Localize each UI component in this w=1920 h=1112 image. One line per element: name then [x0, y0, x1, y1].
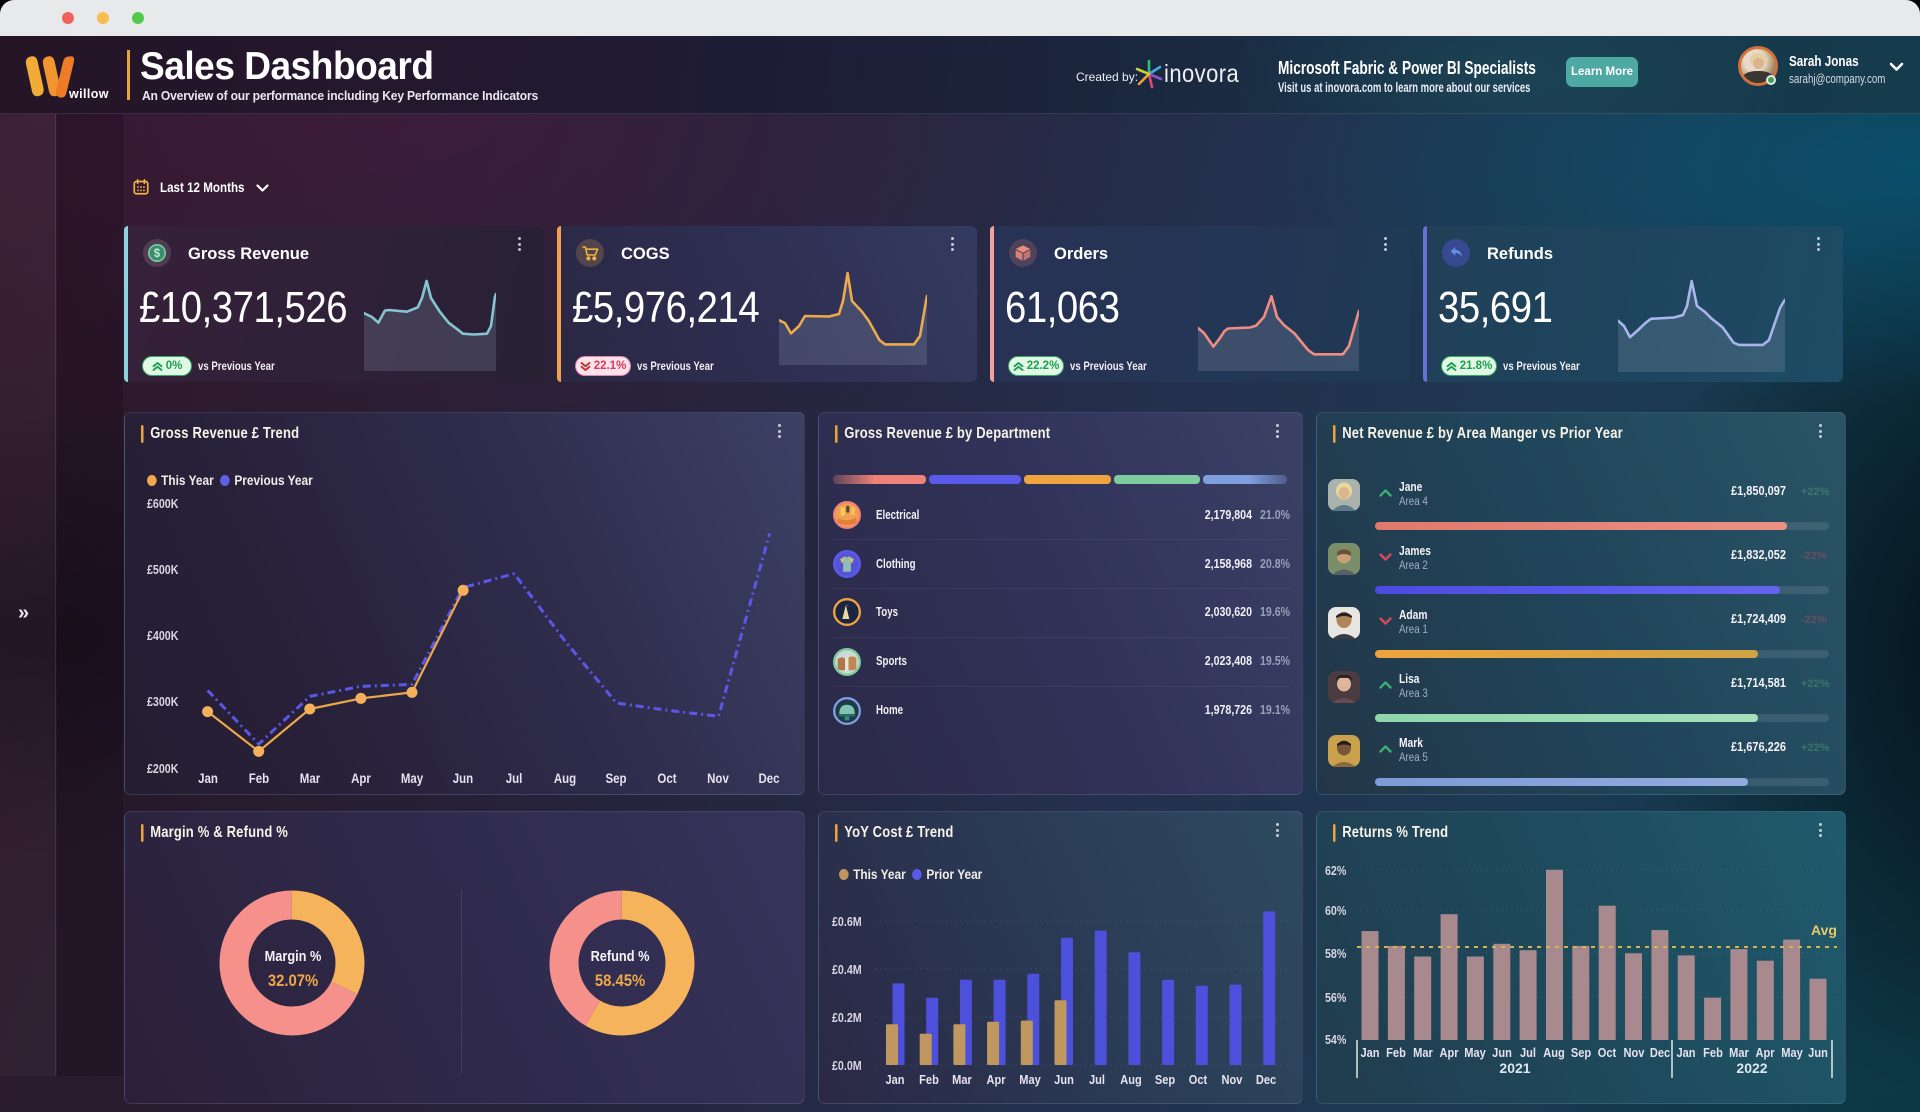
svg-text:$: $: [154, 248, 161, 260]
